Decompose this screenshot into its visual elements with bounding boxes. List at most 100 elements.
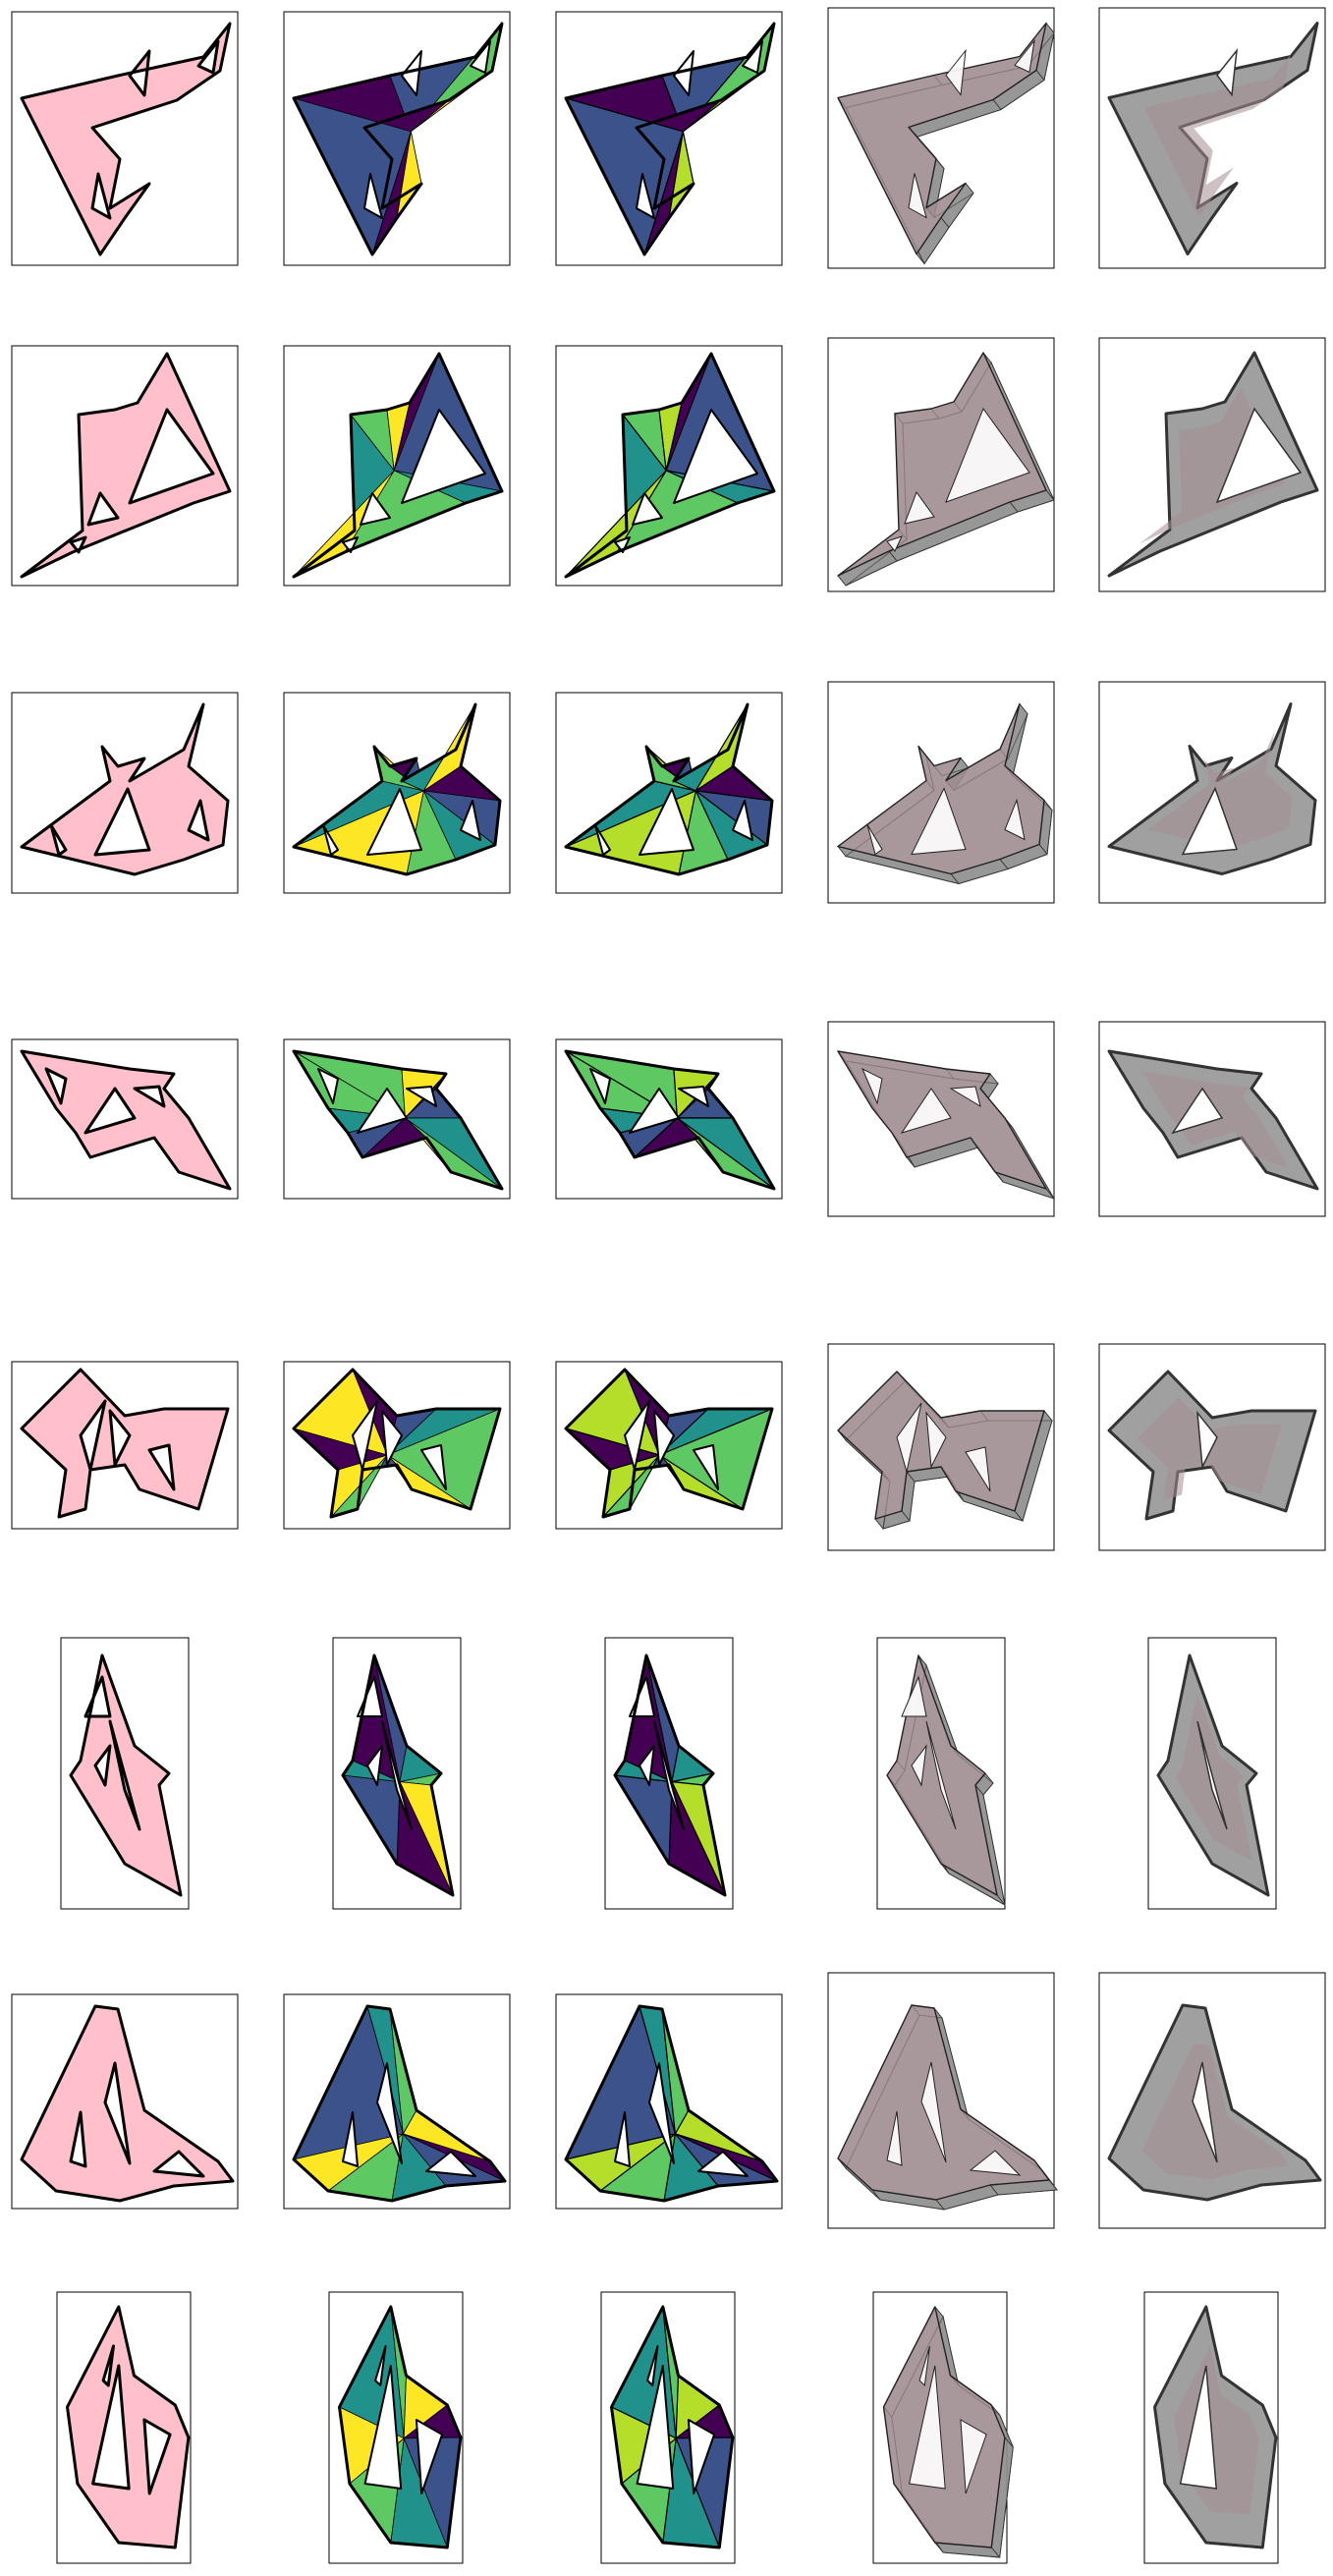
panel-frame [283, 1038, 511, 1200]
extrusion-hole [866, 824, 883, 856]
polygon-outline [564, 1049, 776, 1191]
panel-frame [11, 1993, 239, 2210]
panel-frame [11, 692, 239, 894]
extrusion-hole [900, 1088, 952, 1134]
figure-panel [827, 1972, 1058, 2229]
figure-row [11, 1021, 1326, 1217]
projection-hole [1171, 1087, 1224, 1135]
figure-panel [283, 1038, 511, 1200]
figure-panel [11, 345, 239, 587]
extrusion-hole [960, 2419, 987, 2494]
polygon-hole [594, 824, 611, 856]
polygon-hole [629, 1088, 680, 1134]
panel-frame [283, 692, 511, 894]
polygon-hole [624, 1400, 650, 1471]
figure-panel [11, 1038, 239, 1200]
projection-tint [1147, 729, 1293, 849]
polygon-hole [653, 1410, 675, 1466]
polygon-outline [564, 22, 776, 256]
panel-frame [11, 11, 239, 266]
figure-panel [283, 1993, 511, 2210]
projection-hole [1192, 2061, 1218, 2163]
projection-tint [1141, 2044, 1290, 2180]
panel-frame [876, 1637, 1006, 1910]
panel-frame [1147, 1637, 1277, 1910]
polygon-shape [69, 1653, 183, 1897]
panel-frame [283, 1993, 511, 2210]
panel-frame [283, 11, 511, 266]
polygon-hole [317, 1068, 339, 1104]
panel-frame [1143, 2291, 1279, 2564]
panel-frame [60, 1637, 190, 1910]
polygon-hole [420, 1444, 447, 1490]
polygon-outline [613, 1653, 727, 1897]
extrusion-hole [969, 2150, 1022, 2176]
figure-panel [827, 7, 1055, 269]
figure-panel [827, 1021, 1056, 1217]
figure-panel [555, 1038, 783, 1200]
polygon-hole [366, 788, 422, 856]
figure-panel [11, 692, 239, 894]
extrusion-hole [908, 2365, 946, 2490]
polygon-hole [693, 1444, 719, 1490]
polygon-hole [376, 2062, 403, 2164]
figure-panel [604, 1637, 734, 1910]
figure-row [60, 1637, 1277, 1910]
panel-frame [604, 1637, 734, 1910]
projection-hole [1181, 786, 1239, 856]
panel-frame [332, 1637, 462, 1910]
polygon-outline [564, 2004, 779, 2203]
figure-panel [283, 692, 511, 894]
polygon-hole [636, 173, 655, 219]
extrusion-top [886, 1654, 998, 1896]
extrusion-hole [1014, 38, 1035, 74]
figure-row [11, 337, 1326, 592]
panel-frame [1098, 681, 1326, 904]
polygon-hole [646, 2345, 659, 2386]
panel-frame [11, 1038, 239, 1200]
polygon-outline [292, 352, 504, 579]
extrusion-hole [918, 2345, 930, 2387]
panel-frame [1098, 7, 1326, 269]
figure-panel [1098, 337, 1326, 592]
extrusion-top [837, 352, 1047, 577]
figure-panel [56, 2291, 192, 2564]
extrusion-hole [920, 2061, 947, 2163]
panel-frame [600, 2291, 736, 2564]
figure-panel [876, 1637, 1006, 1910]
projection-hole [1179, 2365, 1218, 2490]
polygon-hole [406, 1086, 437, 1107]
extrusion-top [837, 22, 1047, 255]
figure-panel [600, 2291, 736, 2564]
extrusion-top [837, 702, 1045, 875]
figure-panel [555, 692, 783, 894]
polygon-hole [360, 492, 391, 526]
polygon-hole [342, 536, 359, 553]
polygon-outline [341, 1653, 455, 1897]
polygon-outline [610, 2305, 735, 2549]
polygon-outline [564, 702, 774, 876]
projection-hole [1215, 407, 1303, 504]
figure-panel [11, 1361, 239, 1530]
panel-frame [555, 11, 783, 266]
panel-frame [1098, 1343, 1326, 1551]
polygon-shape [20, 1368, 230, 1519]
panel-frame [11, 345, 239, 587]
extrusion-hole [904, 490, 935, 525]
projection-hole [1196, 1410, 1218, 1470]
polygon-hole [352, 1400, 378, 1471]
polygon-outline [338, 2305, 463, 2549]
polygon-hole [460, 800, 481, 841]
figure-panel [332, 1637, 462, 1910]
polygon-shape [20, 352, 232, 579]
panel-frame [328, 2291, 464, 2564]
panel-frame [1098, 337, 1326, 592]
figure-panel [60, 1637, 190, 1910]
polygon-hole [697, 2151, 749, 2177]
polygon-hole [342, 2111, 359, 2167]
polygon-hole [742, 40, 763, 74]
extrusion-hole [945, 407, 1030, 503]
extrusion-hole [886, 535, 903, 552]
polygon-hole [401, 50, 422, 96]
polygon-outline [564, 352, 776, 579]
